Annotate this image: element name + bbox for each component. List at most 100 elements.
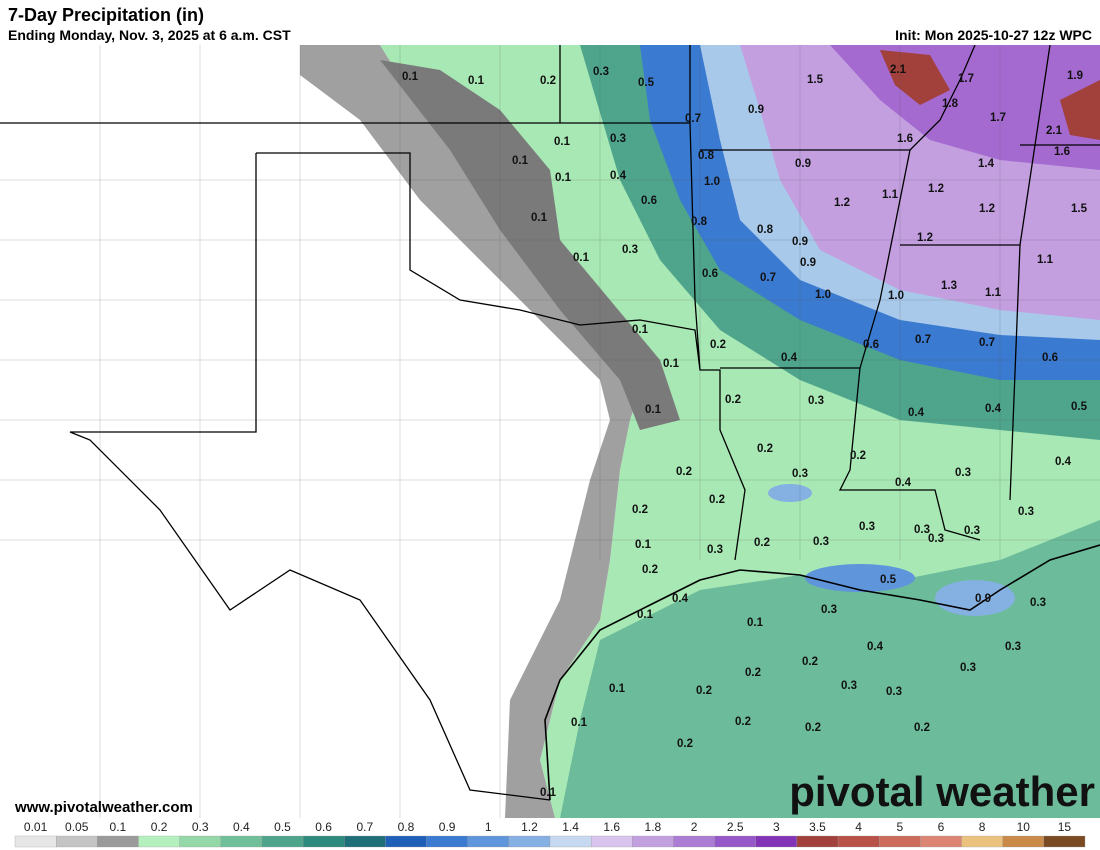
- colorbar-swatch: [837, 835, 880, 848]
- colorbar-label: 1: [485, 820, 492, 834]
- value-label: 0.1: [645, 404, 662, 416]
- colorbar-swatch: [138, 835, 180, 848]
- colorbar-swatch: [467, 835, 509, 848]
- value-label: 1.2: [928, 183, 944, 195]
- colorbar-swatch: [673, 835, 715, 848]
- colorbar-label: 10: [1017, 820, 1031, 834]
- colorbar-swatch: [879, 835, 921, 848]
- value-label: 0.8: [698, 150, 715, 162]
- colorbar-label: 0.9: [439, 820, 456, 834]
- value-label: 0.2: [802, 656, 818, 668]
- colorbar-label: 0.05: [65, 820, 89, 834]
- value-label: 1.2: [834, 197, 850, 209]
- colorbar-label: 2: [691, 820, 698, 834]
- colorbar-label: 4: [855, 820, 862, 834]
- precip-gray: [300, 45, 650, 818]
- value-label: 0.1: [747, 617, 764, 629]
- value-label: 0.3: [610, 133, 626, 145]
- colorbar-label: 1.8: [645, 820, 662, 834]
- colorbar-swatch: [344, 835, 386, 848]
- value-label: 0.1: [637, 609, 654, 621]
- colorbar-label: 3.5: [809, 820, 826, 834]
- value-label: 0.2: [754, 537, 770, 549]
- value-label: 0.2: [745, 667, 761, 679]
- value-label: 0.1: [571, 717, 588, 729]
- value-label: 1.0: [888, 290, 904, 302]
- colorbar: 0.01 0.05 0.1 0.2 0.3 0.4 0.5 0.6 0.7 0.8 0.9 1 1.2 1…: [14, 820, 1086, 848]
- value-label: 1.1: [1037, 254, 1054, 266]
- value-label: 0.5: [1071, 401, 1088, 413]
- value-label: 1.2: [917, 232, 933, 244]
- colorbar-label: 0.7: [356, 820, 373, 834]
- colorbar-label: 2.5: [727, 820, 744, 834]
- value-label: 0.1: [632, 324, 649, 336]
- value-label: 0.2: [642, 564, 658, 576]
- colorbar-label: 0.8: [398, 820, 415, 834]
- value-label: 0.9: [795, 158, 811, 170]
- value-label: 0.1: [554, 136, 571, 148]
- colorbar-swatch: [714, 835, 756, 848]
- value-label: 0.3: [928, 533, 944, 545]
- colorbar-label: 1.2: [521, 820, 538, 834]
- value-label: 0.4: [781, 352, 798, 364]
- value-label: 0.8: [691, 216, 708, 228]
- colorbar-swatch: [220, 835, 263, 848]
- value-label: 0.4: [610, 170, 627, 182]
- colorbar-swatch: [302, 835, 345, 848]
- value-label: 0.2: [757, 443, 773, 455]
- value-label: 1.5: [1071, 203, 1088, 215]
- value-label: 0.4: [672, 593, 689, 605]
- value-label: 0.9: [800, 257, 816, 269]
- value-label: 2.1: [1046, 125, 1063, 137]
- colorbar-swatch: [261, 835, 304, 848]
- value-label: 0.9: [748, 104, 764, 116]
- colorbar-swatch: [755, 835, 798, 848]
- value-label: 0.3: [955, 467, 971, 479]
- value-label: 0.3: [841, 680, 857, 692]
- value-label: 1.6: [1054, 146, 1070, 158]
- colorbar-swatch: [385, 835, 427, 848]
- value-label: 1.7: [958, 73, 974, 85]
- value-label: 0.4: [1055, 456, 1072, 468]
- value-label: 0.3: [859, 521, 875, 533]
- colorbar-swatch: [426, 835, 468, 848]
- value-label: 0.2: [914, 722, 930, 734]
- value-label: 0.4: [867, 641, 884, 653]
- value-label: 0.2: [850, 450, 866, 462]
- value-label: 0.6: [863, 339, 879, 351]
- value-label: 0.7: [915, 334, 931, 346]
- colorbar-label: 1.6: [603, 820, 620, 834]
- value-label: 0.2: [735, 716, 751, 728]
- colorbar-swatch: [14, 835, 57, 848]
- title: 7-Day Precipitation (in): [8, 5, 204, 25]
- colorbar-swatch: [1043, 835, 1086, 848]
- value-label: 0.2: [677, 738, 693, 750]
- colorbar-label: 1.4: [562, 820, 579, 834]
- colorbar-swatch: [97, 835, 139, 848]
- colorbar-swatch: [796, 835, 839, 848]
- site-url: www.pivotalweather.com: [14, 799, 193, 816]
- value-label: 1.5: [807, 74, 824, 86]
- state-borders: [0, 44, 1100, 801]
- value-label: 0.6: [641, 195, 657, 207]
- colorbar-label: 0.1: [110, 820, 127, 834]
- subtitle: Ending Monday, Nov. 3, 2025 at 6 a.m. CS…: [8, 27, 291, 43]
- value-label: 2.1: [890, 64, 907, 76]
- value-label: 0.5: [880, 574, 897, 586]
- value-label: 0.3: [808, 395, 824, 407]
- value-label: 0.1: [663, 358, 680, 370]
- value-label: 0.2: [676, 466, 692, 478]
- value-label: 0.1: [512, 155, 529, 167]
- value-label: 1.3: [941, 280, 957, 292]
- value-label: 0.2: [805, 722, 821, 734]
- value-label: 0.3: [914, 524, 930, 536]
- value-label: 0.9: [975, 593, 991, 605]
- value-label: 1.9: [1067, 70, 1083, 82]
- colorbar-label: 8: [979, 820, 986, 834]
- value-label: 0.1: [609, 683, 626, 695]
- colorbar-label: 3: [773, 820, 780, 834]
- colorbar-swatch: [549, 835, 592, 848]
- colorbar-label: 0.2: [151, 820, 168, 834]
- value-label: 0.3: [1018, 506, 1034, 518]
